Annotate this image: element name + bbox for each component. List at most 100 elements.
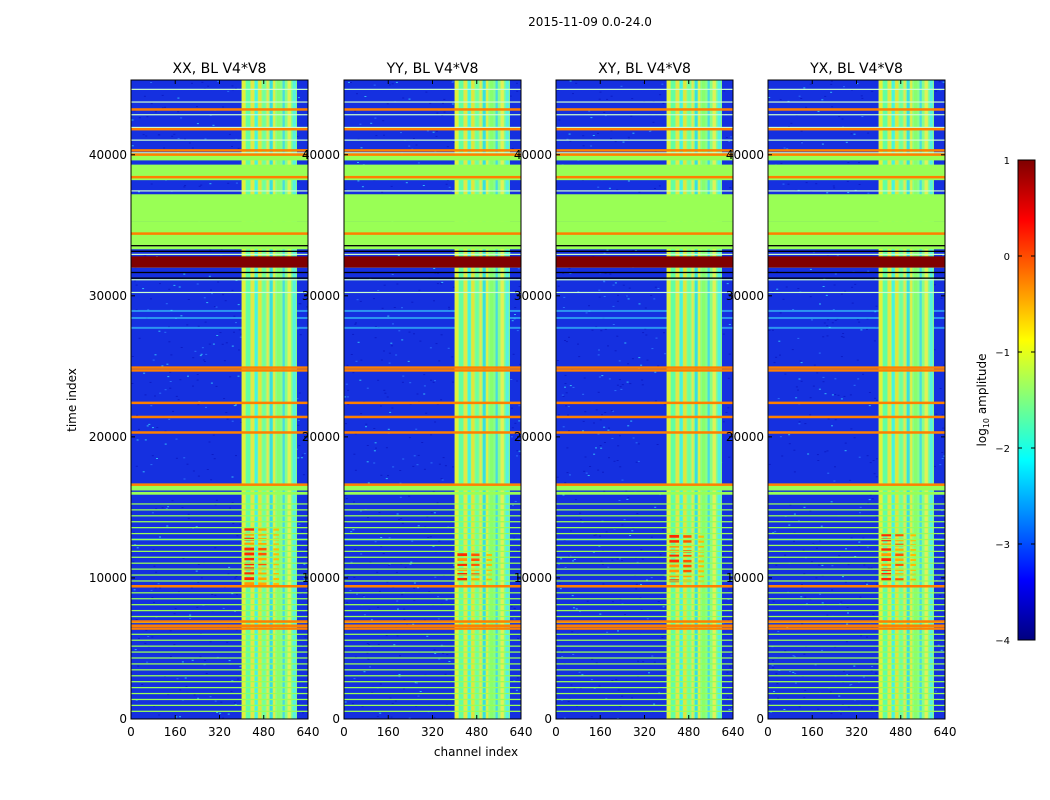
hot-rfi-cell [881, 548, 892, 552]
flagged-row [556, 592, 733, 594]
flagged-row [344, 532, 521, 535]
rfi-line [556, 431, 733, 434]
flagged-row [556, 669, 733, 671]
rfi-line [131, 149, 308, 152]
flagged-row [768, 663, 945, 665]
rfi-channel [454, 80, 459, 719]
hot-rfi-cell [669, 574, 680, 578]
rfi-line [768, 232, 945, 235]
flagged-row [768, 515, 945, 517]
flagged-row [131, 598, 308, 600]
flagged-row [768, 592, 945, 594]
y-tick-label: 10000 [89, 571, 127, 585]
flagged-row [556, 291, 733, 294]
streak [556, 309, 733, 312]
flagged-row [344, 574, 521, 576]
flagged-row [556, 527, 733, 529]
rfi-line [768, 175, 945, 179]
rfi-line [131, 175, 308, 179]
hot-rfi-cell [486, 563, 492, 566]
x-tick-label: 640 [297, 725, 320, 739]
hot-rfi-cell [895, 533, 904, 537]
flagged-row [556, 139, 733, 141]
colorbar-tick-label: −1 [995, 348, 1010, 359]
flagged-row [768, 279, 945, 281]
hot-rfi-cell [698, 565, 704, 568]
rfi-line [768, 431, 945, 434]
colorbar-label: log10 amplitude [975, 354, 991, 447]
hot-rfi-cell [273, 553, 279, 556]
flagged-row [556, 190, 733, 192]
flagged-row [556, 503, 733, 505]
hot-rfi-cell [471, 558, 480, 562]
flagged-row [344, 686, 521, 689]
rfi-line [768, 149, 945, 152]
flagged-row [131, 253, 308, 255]
hot-rfi-cell [273, 573, 279, 576]
flagged-row [131, 532, 308, 535]
flagged-band [344, 153, 521, 161]
colorbar-tick-label: −4 [995, 636, 1010, 647]
y-tick-label: 20000 [514, 430, 552, 444]
x-tick-label: 0 [340, 725, 348, 739]
flagged-row [768, 101, 945, 103]
flagged-row [131, 190, 308, 192]
flagged-row [344, 710, 521, 712]
panel-title: YY, BL V4*V8 [386, 61, 479, 77]
flagged-row [768, 291, 945, 294]
flagged-row [768, 681, 945, 683]
hot-rfi-cell [258, 552, 267, 556]
flagged-row [131, 651, 308, 653]
y-tick-label: 20000 [302, 430, 340, 444]
flagged-row [131, 544, 308, 547]
hot-rfi-cell [698, 570, 704, 573]
flagged-band [556, 153, 733, 161]
flagged-row [768, 509, 945, 511]
flag-edge [131, 250, 308, 252]
hot-rfi-cell [910, 578, 916, 581]
rfi-line [131, 584, 308, 588]
flagged-row [131, 126, 308, 129]
hot-rfi-cell [486, 568, 492, 571]
rfi-channel [241, 80, 246, 719]
rfi-channel [878, 80, 883, 719]
rfi-line [131, 620, 308, 623]
flagged-row [131, 88, 308, 90]
flagged-row [344, 633, 521, 635]
streak [344, 316, 521, 319]
hot-rfi-cell [258, 582, 267, 585]
flag-edge [768, 271, 945, 274]
flagged-row [768, 538, 945, 541]
hot-rfi-cell [683, 559, 692, 563]
flag-edge [556, 271, 733, 274]
y-tick-label: 10000 [514, 571, 552, 585]
hot-rfi-cell [273, 577, 279, 581]
rfi-channel [707, 80, 710, 719]
colorbar-tick-label: −2 [995, 444, 1010, 455]
flagged-row [556, 568, 733, 570]
hot-rfi-cell [881, 533, 892, 537]
flagged-row [556, 126, 733, 129]
flagged-row [556, 101, 733, 103]
rfi-channel [467, 80, 471, 719]
rfi-channel [698, 80, 701, 719]
rfi-line [131, 366, 308, 369]
colorbar: 1 0 −1 −2 −3 −4 log10 amplitude [975, 156, 1036, 647]
hot-rfi-cell [698, 560, 704, 563]
rfi-line [344, 108, 521, 111]
hot-rfi-cell [273, 582, 279, 585]
flagged-band [556, 221, 733, 250]
flagged-row [131, 669, 308, 671]
flagged-row [768, 550, 945, 552]
saturated-band [556, 256, 733, 268]
rfi-line [768, 108, 945, 111]
flagged-row [131, 710, 308, 712]
flag-edge [344, 250, 521, 252]
flagged-row [131, 663, 308, 665]
streak [768, 326, 945, 329]
rfi-line [344, 624, 521, 627]
flagged-row [344, 698, 521, 701]
flagged-band [768, 483, 945, 491]
hot-rfi-cell [244, 577, 255, 581]
flagged-row [556, 675, 733, 677]
